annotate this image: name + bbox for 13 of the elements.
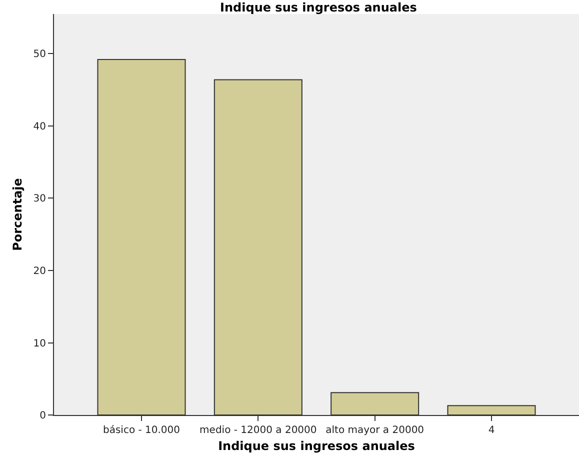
x-axis-title: Indique sus ingresos anuales bbox=[218, 438, 415, 453]
y-tick-label: 10 bbox=[33, 338, 46, 350]
y-tick-label: 40 bbox=[33, 121, 46, 132]
x-tick-label: 4 bbox=[488, 425, 495, 436]
x-tick-label: alto mayor a 20000 bbox=[326, 425, 424, 436]
y-axis-title: Porcentaje bbox=[10, 178, 25, 251]
y-tick-label: 0 bbox=[40, 410, 46, 422]
x-tick-label: medio - 12000 a 20000 bbox=[200, 425, 317, 436]
x-tick-label: básico - 10.000 bbox=[102, 425, 180, 436]
y-tick-label: 20 bbox=[33, 266, 46, 277]
chart-title: Indique sus ingresos anuales bbox=[220, 0, 417, 15]
y-tick-label: 50 bbox=[33, 49, 46, 60]
y-tick-label: 30 bbox=[33, 194, 46, 205]
